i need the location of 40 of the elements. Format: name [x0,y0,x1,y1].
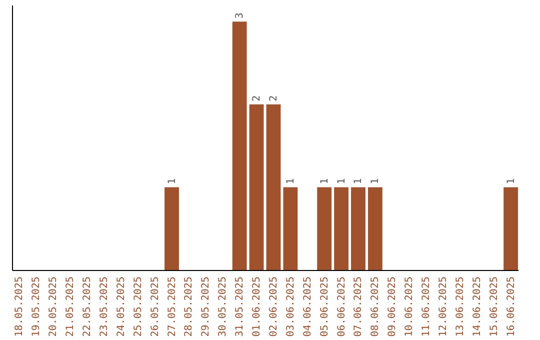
data-label: 3 [234,12,246,19]
data-label: 2 [252,95,263,102]
data-label: 2 [268,95,280,102]
x-tick-label: 23.05.2025 [98,276,110,337]
data-label: 1 [370,178,382,184]
x-tick-label: 05.06.2025 [319,276,330,337]
x-tick-label: 24.05.2025 [116,276,127,337]
x-tick-label: 14.06.2025 [472,276,483,337]
x-tick-label: 10.06.2025 [404,276,416,337]
x-tick-label: 06.06.2025 [336,276,348,337]
x-tick-label: 03.06.2025 [285,276,296,337]
x-tick-label: 16.06.2025 [506,276,517,337]
data-label: 1 [336,178,348,184]
x-tick-label: 02.06.2025 [268,276,280,337]
x-tick-label: 08.06.2025 [370,276,382,337]
x-tick-label: 04.06.2025 [302,276,314,337]
data-label: 1 [506,178,517,184]
x-tick-label: 11.06.2025 [421,276,432,337]
x-tick-label: 31.05.2025 [234,276,246,337]
x-tick-label: 09.06.2025 [387,276,398,337]
x-tick-label: 21.05.2025 [65,276,76,337]
x-tick-label: 29.05.2025 [200,276,212,337]
x-tick-label: 26.05.2025 [150,276,161,337]
x-tick-label: 12.06.2025 [438,276,449,337]
x-tick-label: 22.05.2025 [82,276,94,337]
data-label: 1 [285,178,296,184]
x-tick-label: 20.05.2025 [48,276,60,337]
x-tick-label: 18.05.2025 [14,276,26,337]
x-tick-label: 13.06.2025 [454,276,466,337]
data-label: 1 [319,178,330,184]
x-tick-label: 01.06.2025 [252,276,263,337]
data-label: 1 [353,178,364,184]
x-tick-label: 28.05.2025 [184,276,195,337]
data-label: 1 [166,178,178,184]
x-tick-label: 27.05.2025 [166,276,178,337]
x-tick-label: 30.05.2025 [218,276,229,337]
x-tick-label: 19.05.2025 [31,276,42,337]
x-tick-label: 25.05.2025 [132,276,144,337]
x-tick-label: 07.06.2025 [353,276,364,337]
x-tick-label: 15.06.2025 [488,276,500,337]
